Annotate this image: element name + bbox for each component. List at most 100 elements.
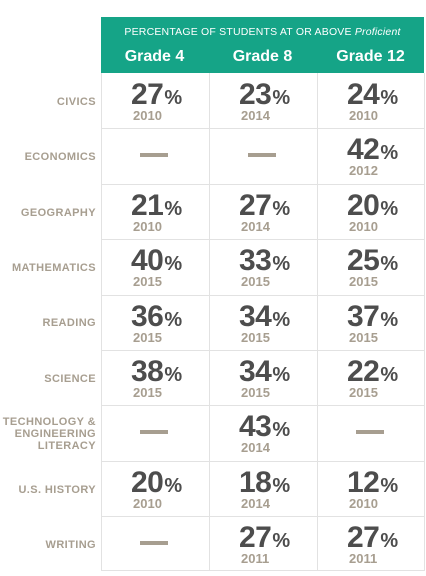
subject-label: ECONOMICS [0,151,96,163]
percentage-number: 42 [347,133,380,166]
percentage-number: 24 [347,78,380,111]
assessment-year: 2015 [241,330,270,345]
percentage-number: 12 [347,466,380,499]
row-divider [101,239,425,240]
percentage-number: 40 [131,244,164,277]
percentage-number: 34 [239,300,272,333]
percentage-value: 37% [347,300,398,334]
row-divider [101,128,425,129]
percent-sign: % [272,364,291,386]
row-divider [101,461,425,462]
percentage-number: 38 [131,355,164,388]
percentage-value: 34% [239,355,290,389]
row-divider [101,350,425,351]
percent-sign: % [380,475,399,497]
percentage-value: 21% [131,189,182,223]
percentage-value: 27% [239,189,290,223]
subject-label-line: READING [42,317,96,329]
subject-label-line: GEOGRAPHY [20,207,96,219]
percent-sign: % [380,364,399,386]
percentage-number: 34 [239,355,272,388]
percentage-number: 33 [239,244,272,277]
percentage-value: 24% [347,78,398,112]
subject-label: READING [0,317,96,329]
assessment-year: 2015 [133,274,162,289]
not-assessed-dash [140,153,168,157]
percentage-number: 37 [347,300,380,333]
result-cell [101,405,208,460]
percent-sign: % [272,419,291,441]
result-cell: 42% 2012 [317,128,424,183]
result-cell: 27% 2014 [209,184,316,239]
assessment-year: 2011 [349,551,378,566]
not-assessed-dash [140,430,168,434]
subject-label-line: ECONOMICS [24,151,96,163]
row-divider [101,184,425,185]
results-grid [101,73,425,571]
result-cell: 34% 2015 [209,350,316,405]
column-divider [317,73,318,571]
result-cell: 22% 2015 [317,350,424,405]
percent-sign: % [380,142,399,164]
assessment-year: 2014 [241,108,270,123]
subject-label-line: MATHEMATICS [11,262,96,274]
assessment-year: 2014 [241,496,270,511]
subject-label-line: U.S. HISTORY [18,484,96,496]
subject-label: U.S. HISTORY [0,484,96,496]
percent-sign: % [380,87,399,109]
subject-label-line: LITERACY [37,440,96,452]
assessment-year: 2015 [349,330,378,345]
percentage-value: 36% [131,300,182,334]
percent-sign: % [164,198,183,220]
column-divider [209,73,210,571]
result-cell: 20% 2010 [317,184,424,239]
percentage-value: 20% [131,466,182,500]
subject-label-line: CIVICS [56,96,96,108]
percentage-number: 21 [131,189,164,222]
subject-label-line: WRITING [45,539,96,551]
result-cell: 43% 2014 [209,405,316,460]
result-cell: 27% 2011 [209,516,316,571]
percentage-value: 42% [347,133,398,167]
percentage-value: 40% [131,244,182,278]
result-cell: 18% 2014 [209,461,316,516]
percent-sign: % [272,530,291,552]
assessment-year: 2012 [349,163,378,178]
assessment-year: 2015 [241,274,270,289]
assessment-year: 2015 [349,385,378,400]
percent-sign: % [164,364,183,386]
percent-sign: % [272,198,291,220]
percentage-number: 27 [131,78,164,111]
percentage-value: 12% [347,466,398,500]
result-cell [317,405,424,460]
not-assessed-dash [140,541,168,545]
percentage-value: 33% [239,244,290,278]
not-assessed-dash [356,430,384,434]
subject-label: GEOGRAPHY [0,207,96,219]
subject-label: TECHNOLOGY & ENGINEERING LITERACY [0,416,96,452]
percent-sign: % [380,253,399,275]
result-cell [101,128,208,183]
percent-sign: % [164,309,183,331]
result-cell: 38% 2015 [101,350,208,405]
assessment-year: 2015 [133,330,162,345]
subject-label: CIVICS [0,96,96,108]
row-divider [101,295,425,296]
percentage-value: 22% [347,355,398,389]
result-cell [101,516,208,571]
subject-label: SCIENCE [0,373,96,385]
assessment-year: 2015 [349,274,378,289]
header-title: PERCENTAGE OF STUDENTS AT OR ABOVE Profi… [101,26,424,38]
result-cell [209,128,316,183]
percentage-value: 43% [239,410,290,444]
not-assessed-dash [248,153,276,157]
column-header-grade-12: Grade 12 [336,48,405,65]
result-cell: 23% 2014 [209,73,316,128]
percent-sign: % [380,309,399,331]
row-divider [101,516,425,517]
assessment-year: 2010 [133,108,162,123]
percentage-number: 20 [131,466,164,499]
subject-label: WRITING [0,539,96,551]
assessment-year: 2010 [349,496,378,511]
assessment-year: 2010 [133,496,162,511]
